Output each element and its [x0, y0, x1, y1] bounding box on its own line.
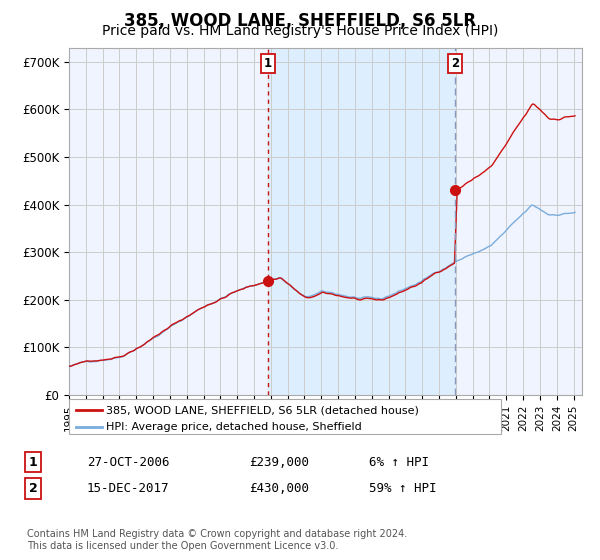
Text: 1: 1 — [29, 455, 37, 469]
Text: 2: 2 — [451, 57, 459, 70]
Bar — [268, 48, 455, 395]
Text: 15-DEC-2017: 15-DEC-2017 — [87, 482, 170, 495]
Text: £239,000: £239,000 — [249, 455, 309, 469]
Text: 385, WOOD LANE, SHEFFIELD, S6 5LR: 385, WOOD LANE, SHEFFIELD, S6 5LR — [124, 12, 476, 30]
Text: 27-OCT-2006: 27-OCT-2006 — [87, 455, 170, 469]
Text: 385, WOOD LANE, SHEFFIELD, S6 5LR (detached house): 385, WOOD LANE, SHEFFIELD, S6 5LR (detac… — [106, 405, 419, 415]
Text: Price paid vs. HM Land Registry's House Price Index (HPI): Price paid vs. HM Land Registry's House … — [102, 24, 498, 38]
Text: 6% ↑ HPI: 6% ↑ HPI — [369, 455, 429, 469]
Text: 59% ↑ HPI: 59% ↑ HPI — [369, 482, 437, 495]
Text: Contains HM Land Registry data © Crown copyright and database right 2024.
This d: Contains HM Land Registry data © Crown c… — [27, 529, 407, 551]
Text: HPI: Average price, detached house, Sheffield: HPI: Average price, detached house, Shef… — [106, 422, 362, 432]
Text: 2: 2 — [29, 482, 37, 495]
Text: 1: 1 — [264, 57, 272, 70]
Text: £430,000: £430,000 — [249, 482, 309, 495]
